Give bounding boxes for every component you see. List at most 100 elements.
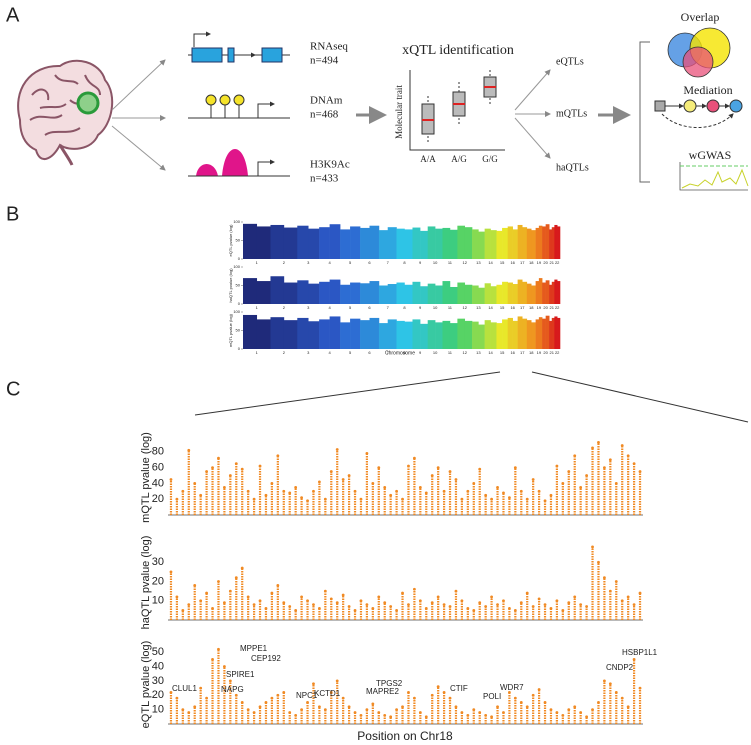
peak-point [335, 679, 339, 683]
bin [522, 281, 528, 304]
chromosome-label: 2 [283, 350, 286, 355]
peak-point [519, 701, 523, 704]
bin [478, 324, 485, 349]
bin [496, 230, 503, 259]
bin [360, 283, 370, 304]
bin [522, 227, 528, 259]
chromosome-label: 15 [500, 350, 505, 355]
bin [340, 322, 351, 349]
bin [557, 281, 561, 304]
qtl-type: haQTLs [556, 162, 589, 173]
peak-point [490, 715, 493, 719]
peak-point [211, 607, 214, 610]
bin [545, 315, 550, 349]
peak-point [294, 713, 298, 717]
bin [427, 226, 436, 259]
chromosome-label: 16 [510, 305, 515, 310]
peak-point [306, 599, 309, 603]
bin [542, 318, 546, 349]
bin [396, 320, 405, 349]
analysis-name: Overlap [681, 10, 720, 24]
y-tick-label: 20 [152, 493, 164, 505]
peak-point [282, 489, 286, 493]
bin [404, 229, 413, 259]
peak-point [193, 583, 197, 587]
peak-point [502, 599, 505, 603]
peak-point [323, 708, 327, 712]
analysis-name: wGWAS [689, 148, 732, 162]
peak-point [175, 696, 179, 700]
peak-point [288, 491, 292, 495]
chromosome-label: 22 [555, 350, 560, 355]
peak-point [448, 605, 452, 608]
arrows [111, 59, 166, 171]
bin [517, 279, 523, 304]
chromosome-label: 6 [368, 350, 371, 355]
gene-label: HSBP1L1 [622, 648, 658, 657]
gene-label: CEP192 [251, 654, 281, 663]
chromosome-label: 12 [462, 350, 467, 355]
peak-point [525, 705, 529, 709]
peak-point [531, 605, 535, 608]
peak-point [401, 591, 404, 595]
peak-point [270, 482, 274, 485]
y-axis-title: mQTL pvalue (log) [140, 432, 152, 523]
peak-point [329, 597, 333, 601]
chromosome-label: 22 [555, 305, 560, 310]
bin [369, 225, 380, 259]
bin [387, 319, 397, 349]
peak-point [436, 685, 440, 689]
y-tick-label: 60 [152, 462, 164, 474]
bin [551, 281, 555, 304]
peak-point [169, 570, 173, 574]
peak-point [484, 605, 488, 608]
peak-point [478, 601, 482, 605]
peak-point [478, 711, 482, 714]
chromosome-label: 9 [419, 260, 422, 265]
chromosome-label: 20 [543, 350, 548, 355]
bin [496, 323, 503, 349]
gene-label: MPPE1 [240, 644, 268, 653]
peak-point [300, 708, 303, 712]
bin [350, 226, 361, 259]
peak-point [430, 693, 434, 697]
bin [507, 226, 513, 259]
peak-point [579, 711, 583, 714]
bin [360, 227, 370, 259]
peak-point [424, 491, 428, 495]
y-tick-label: 100 [233, 219, 240, 224]
chromosome-label: 21 [550, 260, 555, 265]
peak-point [407, 691, 410, 694]
y-tick-label: 20 [152, 689, 164, 701]
peak-point [377, 466, 381, 470]
bin [369, 317, 380, 349]
peak-point [359, 497, 363, 501]
bin [435, 322, 443, 349]
chromosome-label: 4 [328, 260, 331, 265]
peak-point [341, 696, 345, 700]
peak-point [638, 686, 642, 690]
bin [464, 284, 473, 304]
bin [270, 317, 285, 349]
chromosome-label: 4 [328, 350, 331, 355]
peak-point [205, 696, 208, 700]
bin [340, 284, 351, 304]
chromosome-label: 6 [368, 305, 371, 310]
venn-icon [667, 27, 731, 78]
chromosome-label: 19 [537, 305, 542, 310]
bin [517, 316, 523, 349]
peak-point [496, 485, 499, 489]
chromosome-label: 8 [403, 350, 406, 355]
y-axis-title: haQTL pvalue (log) [140, 536, 152, 630]
peak-point [424, 715, 428, 719]
bin [531, 322, 536, 349]
peak-point [620, 444, 624, 447]
peak-point [502, 491, 505, 495]
bin [517, 224, 523, 259]
peak-point [407, 603, 410, 607]
bin [457, 225, 466, 259]
chromosome-label: 13 [476, 350, 481, 355]
peak-point [460, 599, 464, 603]
peak-point [193, 705, 197, 709]
bin [538, 278, 543, 304]
